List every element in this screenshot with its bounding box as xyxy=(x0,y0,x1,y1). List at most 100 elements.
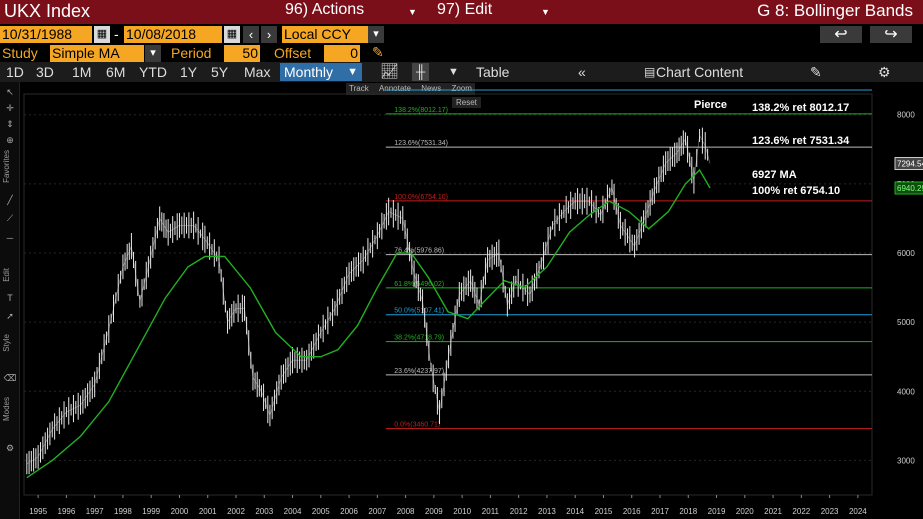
last-price-tag-text: 7294.54 xyxy=(897,160,923,169)
offset-input[interactable]: 0 xyxy=(324,45,360,62)
price-line xyxy=(26,134,711,465)
study-bar: Study Simple MA ▾ Period 50 Offset 0 ✎ xyxy=(0,44,923,62)
end-calendar-icon[interactable]: ▦ xyxy=(224,26,240,43)
edit-dropdown-icon: ▼ xyxy=(541,7,550,17)
y-tick-label: 5000 xyxy=(897,318,915,327)
favorites-tab[interactable]: Favorites xyxy=(2,150,11,183)
x-tick-label: 1996 xyxy=(58,507,76,516)
period-3d[interactable]: 3D xyxy=(36,64,54,80)
settings-gear-icon[interactable]: ⚙ xyxy=(878,64,891,80)
x-tick-label: 2018 xyxy=(679,507,697,516)
period-label: Period xyxy=(171,45,212,61)
study-select[interactable]: Simple MA xyxy=(50,45,144,62)
actions-menu[interactable]: 96) Actions ▼ xyxy=(285,1,420,23)
pencil-icon[interactable]: ✎ xyxy=(372,44,384,60)
period-1d[interactable]: 1D xyxy=(6,64,24,80)
ray-tool-icon[interactable]: ⟋ xyxy=(6,213,14,223)
pointer-tool-icon[interactable]: ↖ xyxy=(6,87,14,97)
x-tick-label: 2011 xyxy=(482,507,500,516)
fib-level-label: 38.2%(4718.79) xyxy=(394,335,444,342)
currency-dropdown-icon[interactable]: ▾ xyxy=(368,26,384,43)
period-1m[interactable]: 1M xyxy=(72,64,92,80)
track-button[interactable]: Track xyxy=(349,84,369,93)
annotate-button[interactable]: Annotate xyxy=(378,84,411,93)
trendline-tool-icon[interactable]: ╱ xyxy=(7,195,13,205)
zoom-button[interactable]: Zoom xyxy=(451,84,472,93)
x-tick-label: 2007 xyxy=(368,507,386,516)
x-tick-label: 2000 xyxy=(171,507,189,516)
chart-content-button[interactable]: Chart Content xyxy=(656,64,744,80)
prev-range-button[interactable]: ‹ xyxy=(243,26,259,43)
study-label: Study xyxy=(2,45,38,61)
x-tick-label: 2014 xyxy=(566,507,584,516)
x-tick-label: 1999 xyxy=(142,507,160,516)
frequency-dropdown-icon: ▼ xyxy=(347,66,358,78)
annotate-pen-icon[interactable]: ✎ xyxy=(810,64,822,80)
fib-level-label: 50.0%(5107.41) xyxy=(394,308,444,315)
period-input[interactable]: 50 xyxy=(224,45,260,62)
fib-level-label: 100.0%(6754.10) xyxy=(394,194,448,201)
eraser-tool-icon[interactable]: ⌫ xyxy=(3,373,17,383)
hline-tool-icon[interactable]: ─ xyxy=(6,233,14,243)
tool-settings-icon[interactable]: ⚙ xyxy=(5,443,15,453)
study-dropdown-icon[interactable]: ▾ xyxy=(145,45,161,62)
fib-level-label: 123.6%(7531.34) xyxy=(394,140,448,147)
arrow-tool-icon[interactable]: ➚ xyxy=(6,311,14,321)
fibonacci-levels: 138.2%(8012.17) 123.6%(7531.34) 100.0%(675… xyxy=(385,107,872,430)
cross-tool-icon[interactable]: ✛ xyxy=(6,103,14,113)
bar-chart-icon[interactable]: ╫ xyxy=(412,63,430,81)
start-calendar-icon[interactable]: ▦ xyxy=(94,26,110,43)
actions-dropdown-icon: ▼ xyxy=(408,7,417,17)
zoom-tool-icon[interactable]: ⊕ xyxy=(6,135,14,145)
end-date-field[interactable]: 10/08/2018 xyxy=(124,26,222,43)
date-dash: - xyxy=(114,26,119,42)
title-bar: UKX Index 96) Actions ▼ 97) Edit ▼ G 8: … xyxy=(0,0,923,24)
measure-tool-icon[interactable]: ⇕ xyxy=(6,119,14,129)
offset-label: Offset xyxy=(274,45,312,61)
style-tab[interactable]: Style xyxy=(2,334,11,352)
annotation-text: Pierce xyxy=(694,99,727,111)
collapse-double-chevron-icon[interactable]: « xyxy=(578,64,586,80)
x-tick-label: 2022 xyxy=(792,507,810,516)
undo-button[interactable]: ↩ xyxy=(820,26,862,43)
actions-label: 96) Actions xyxy=(285,1,365,18)
period-6m[interactable]: 6M xyxy=(106,64,126,80)
x-tick-label: 2012 xyxy=(510,507,528,516)
reset-zoom-button[interactable]: Reset xyxy=(452,97,481,108)
plot-frame xyxy=(23,93,873,496)
function-title: G 8: Bollinger Bands xyxy=(757,1,913,20)
x-tick-label: 2024 xyxy=(849,507,867,516)
modes-tab[interactable]: Modes xyxy=(2,397,11,422)
period-5y[interactable]: 5Y xyxy=(211,64,229,80)
edit-tab[interactable]: Edit xyxy=(2,268,11,282)
fib-level-label: 138.2%(8012.17) xyxy=(394,107,448,114)
drawing-toolbar: ↖ ✛ ⇕ ⊕ Favorites ╱ ⟋ ─ Edit T ➚ Style ⌫… xyxy=(0,82,20,519)
frequency-select[interactable]: Monthly ▼ xyxy=(280,63,362,81)
chart-type-dropdown-icon[interactable]: ▼ xyxy=(448,66,459,78)
x-tick-label: 2017 xyxy=(651,507,669,516)
x-tick-label: 1997 xyxy=(86,507,104,516)
start-date-field[interactable]: 10/31/1988 xyxy=(0,26,92,43)
security-title[interactable]: UKX Index xyxy=(4,1,91,21)
x-tick-label: 2001 xyxy=(199,507,217,516)
currency-select[interactable]: Local CCY xyxy=(282,26,368,43)
fib-level-label: 61.8%(5496.02) xyxy=(394,281,444,288)
period-1y[interactable]: 1Y xyxy=(180,64,198,80)
x-tick-label: 2002 xyxy=(227,507,245,516)
ma-value-tag-text: 6940.29 xyxy=(897,184,923,193)
next-range-button[interactable]: › xyxy=(261,26,277,43)
line-chart-icon[interactable]: 📈︎ xyxy=(380,63,400,80)
chart-annotations: 7294.54 6940.29 Pierce 138.2% ret 8012.17 12… xyxy=(694,99,923,197)
x-tick-label: 2020 xyxy=(736,507,754,516)
period-max[interactable]: Max xyxy=(244,64,271,80)
table-button[interactable]: Table xyxy=(476,64,510,80)
news-button[interactable]: News xyxy=(421,84,442,93)
text-tool-icon[interactable]: T xyxy=(7,293,13,303)
redo-button[interactable]: ↪ xyxy=(870,26,912,43)
x-tick-label: 2013 xyxy=(538,507,556,516)
period-ytd[interactable]: YTD xyxy=(139,64,167,80)
annotation-text: 6927 MA xyxy=(752,169,797,181)
price-chart[interactable]: 138.2%(8012.17) 123.6%(7531.34) 100.0%(675… xyxy=(20,82,923,519)
edit-menu[interactable]: 97) Edit ▼ xyxy=(437,1,552,23)
edit-label: 97) Edit xyxy=(437,1,493,18)
